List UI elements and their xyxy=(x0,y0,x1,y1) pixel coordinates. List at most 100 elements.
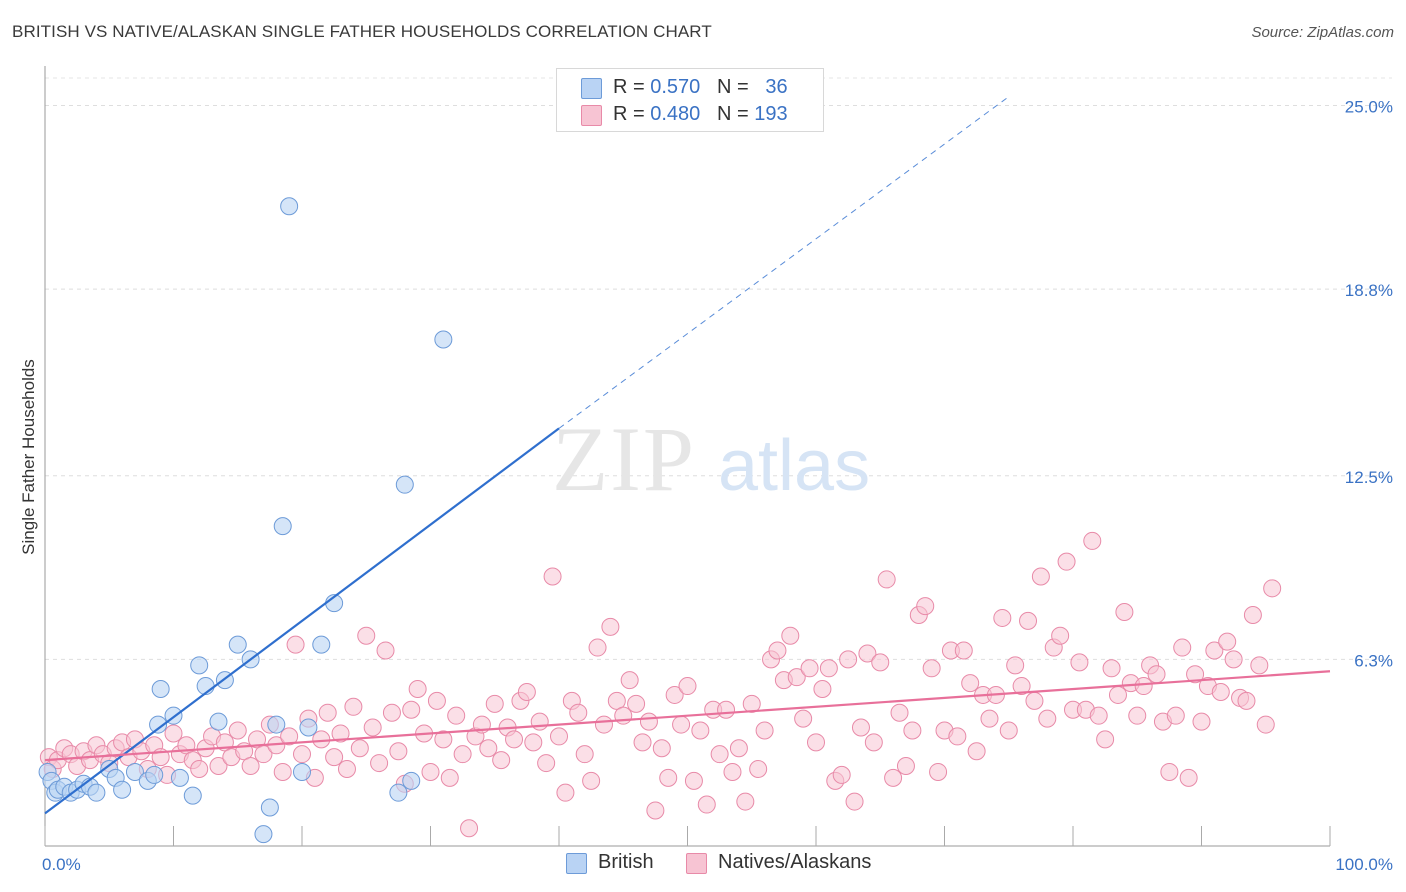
natives-point xyxy=(929,762,948,781)
natives-point xyxy=(922,659,941,678)
british-point xyxy=(389,783,408,802)
natives-point xyxy=(421,762,440,781)
natives-point xyxy=(382,703,401,722)
natives-point xyxy=(678,677,697,696)
natives-point xyxy=(819,659,838,678)
natives-point xyxy=(1218,632,1237,651)
natives-point xyxy=(280,727,299,746)
natives-point xyxy=(845,792,864,811)
natives-point xyxy=(1070,653,1089,672)
natives-point xyxy=(787,668,806,687)
natives-point xyxy=(684,771,703,790)
x-tick-label: 100.0% xyxy=(1335,855,1393,874)
british-point xyxy=(267,715,286,734)
natives-point xyxy=(633,733,652,752)
natives-point xyxy=(209,757,228,776)
natives-point xyxy=(1096,730,1115,749)
british-swatch xyxy=(581,78,602,99)
natives-point xyxy=(639,712,658,731)
natives-point xyxy=(659,768,678,787)
grid-lines xyxy=(45,77,1392,660)
natives-point xyxy=(691,721,710,740)
british-point xyxy=(151,680,170,699)
natives-point xyxy=(1019,611,1038,630)
natives-point xyxy=(312,730,331,749)
natives-swatch xyxy=(581,105,602,126)
natives-point xyxy=(1173,638,1192,657)
natives-point xyxy=(749,759,768,778)
natives-point xyxy=(453,745,472,764)
natives-point xyxy=(1031,567,1050,586)
natives-point xyxy=(325,748,344,767)
natives-point xyxy=(286,635,305,654)
british-point xyxy=(280,197,299,216)
british-point xyxy=(190,656,209,675)
natives-point xyxy=(1237,691,1256,710)
natives-point xyxy=(344,697,363,716)
british-point xyxy=(402,771,421,790)
natives-point xyxy=(337,759,356,778)
british-point xyxy=(209,712,228,731)
british-point xyxy=(434,330,453,349)
natives-point xyxy=(363,718,382,737)
natives-point xyxy=(916,597,935,616)
natives-point xyxy=(1006,656,1025,675)
natives-point xyxy=(807,733,825,752)
british-point xyxy=(125,762,144,781)
natives-point xyxy=(228,721,247,740)
natives-point xyxy=(434,730,453,749)
natives-point xyxy=(832,765,851,784)
natives-point xyxy=(839,650,858,669)
watermark-atlas: atlas xyxy=(718,426,870,506)
source-label: Source: ZipAtlas.com xyxy=(1251,24,1394,41)
natives-point xyxy=(376,641,395,660)
british-point xyxy=(273,517,292,536)
natives-point xyxy=(1186,665,1205,684)
natives-point xyxy=(697,795,716,814)
watermark-zip: ZIP xyxy=(552,408,696,510)
natives-point xyxy=(350,739,369,758)
natives-point xyxy=(954,641,973,660)
natives-point xyxy=(530,712,549,731)
natives-point xyxy=(627,694,646,713)
natives-point xyxy=(851,718,870,737)
natives-point xyxy=(1012,677,1031,696)
natives-point xyxy=(896,757,915,776)
natives-point xyxy=(582,771,601,790)
natives-point xyxy=(1051,626,1070,645)
natives-point xyxy=(1160,762,1179,781)
british-point xyxy=(299,718,318,737)
natives-point xyxy=(1263,579,1282,598)
axes xyxy=(44,66,1331,847)
natives-point xyxy=(318,703,337,722)
natives-point xyxy=(768,641,787,660)
natives-point xyxy=(813,680,832,699)
natives-point xyxy=(967,742,986,761)
natives-point xyxy=(884,768,903,787)
british-point xyxy=(254,825,273,844)
natives-point xyxy=(1134,677,1153,696)
natives-point xyxy=(1025,691,1044,710)
y-tick-label: 18.8% xyxy=(1345,281,1393,300)
natives-point xyxy=(800,659,819,678)
natives-point xyxy=(190,759,209,778)
natives-point xyxy=(1256,715,1275,734)
y-tick-label: 12.5% xyxy=(1345,468,1393,487)
natives-point xyxy=(440,768,459,787)
british-point xyxy=(149,715,168,734)
natives-point xyxy=(1115,603,1134,622)
natives-point xyxy=(543,567,562,586)
natives-point xyxy=(164,724,183,743)
natives-point xyxy=(723,762,742,781)
natives-point xyxy=(427,691,446,710)
x-tick-label: 0.0% xyxy=(42,855,81,874)
natives-point xyxy=(273,762,292,781)
natives-point xyxy=(1179,768,1198,787)
y-tick-label: 6.3% xyxy=(1354,651,1393,670)
natives-point xyxy=(447,706,466,725)
natives-swatch-bottom xyxy=(686,853,707,874)
natives-point xyxy=(961,674,980,693)
natives-point xyxy=(1211,682,1230,701)
natives-point xyxy=(1128,706,1147,725)
natives-point xyxy=(665,685,684,704)
